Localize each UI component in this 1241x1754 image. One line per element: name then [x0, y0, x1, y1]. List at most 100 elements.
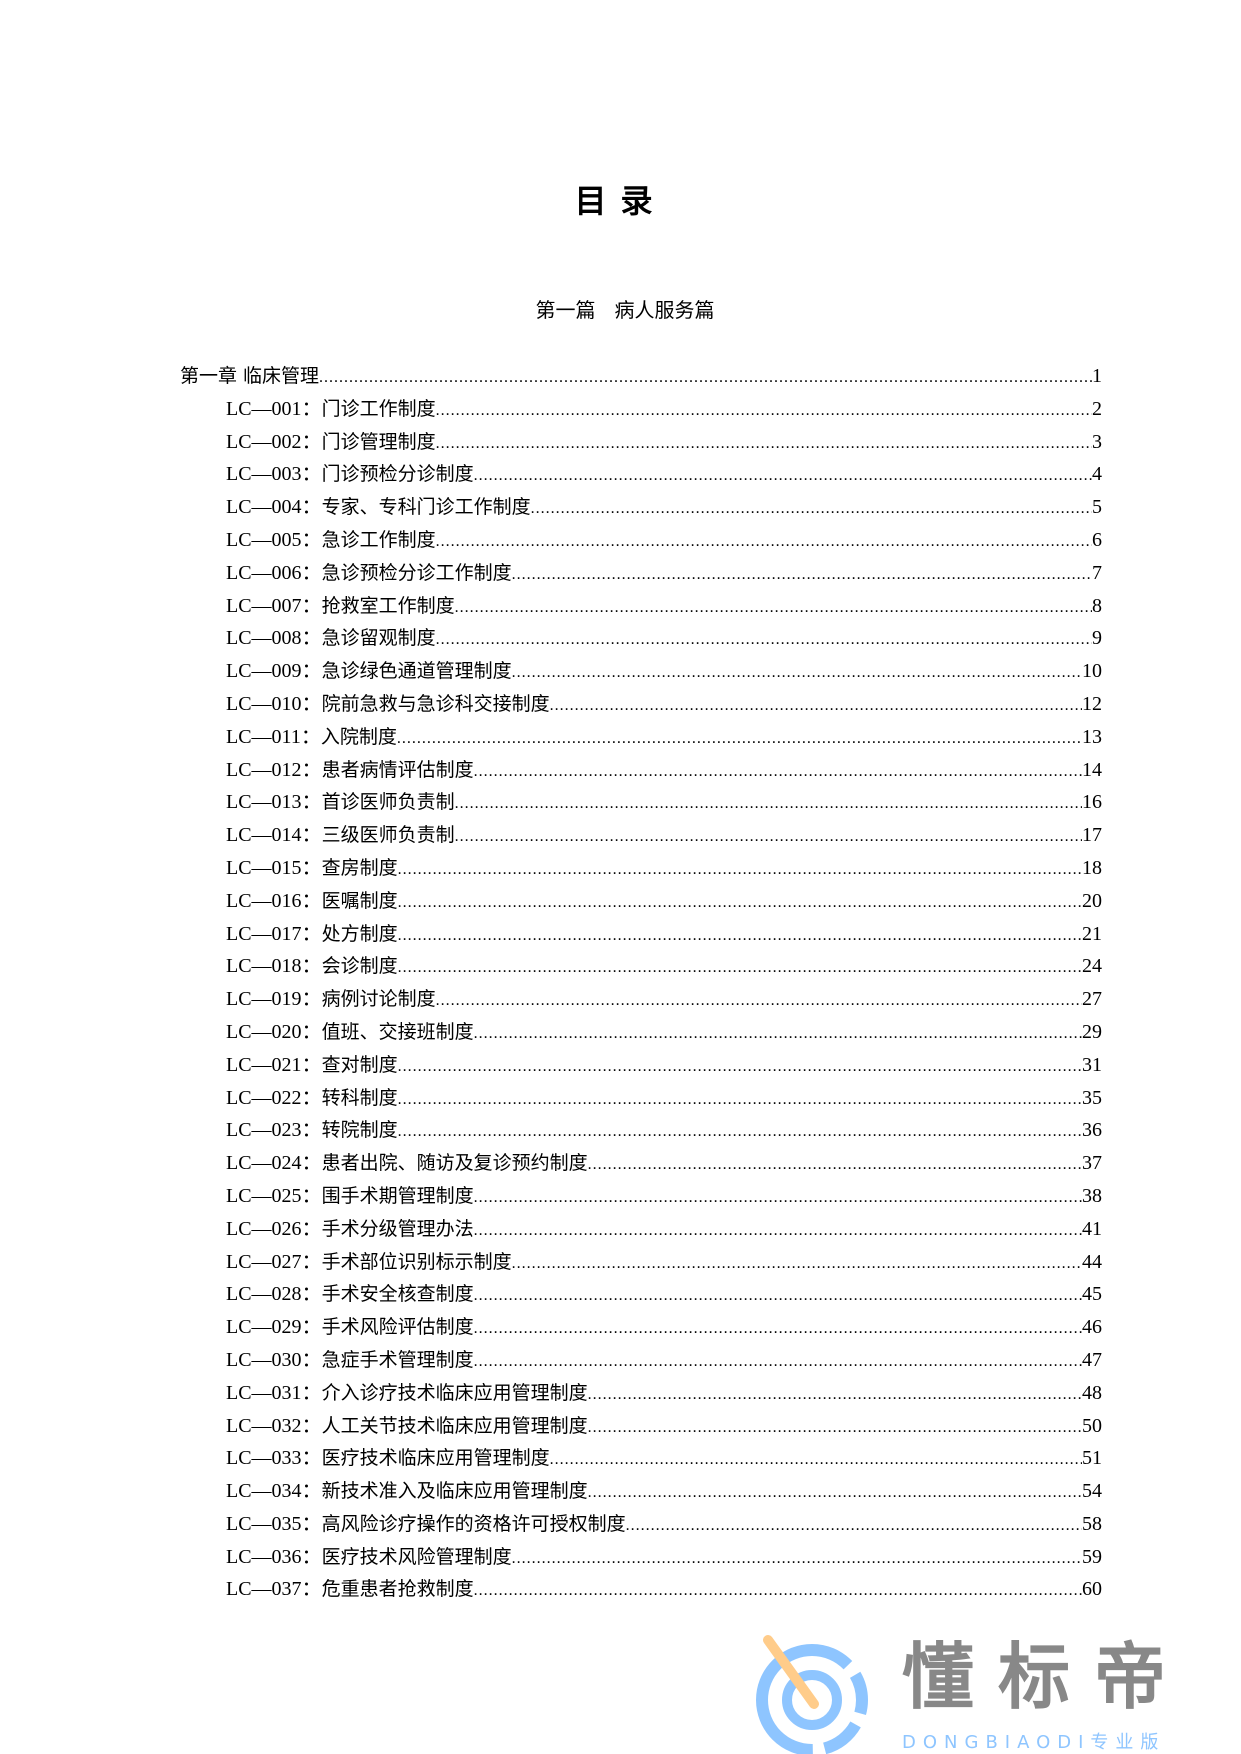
toc-entry[interactable]: LC—030：急症手术管理制度 47	[180, 1344, 1102, 1377]
page-number: 36	[1082, 1119, 1102, 1142]
toc-entry[interactable]: LC—016：医嘱制度 20	[180, 885, 1102, 918]
toc-entry[interactable]: LC—001：门诊工作制度 2	[180, 393, 1102, 426]
entry-title: 会诊制度	[321, 955, 398, 978]
entry-title: 人工关节技术临床应用管理制度	[321, 1414, 588, 1437]
dot-leader	[588, 1477, 1082, 1508]
dot-leader	[588, 1412, 1082, 1443]
dot-leader	[474, 1575, 1082, 1606]
page-number: 14	[1082, 758, 1102, 781]
dot-leader	[455, 788, 1082, 819]
entry-code: LC—003：	[226, 463, 322, 486]
entry-code: LC—026：	[226, 1217, 322, 1240]
toc-entry[interactable]: LC—026：手术分级管理办法 41	[180, 1213, 1102, 1246]
toc-entry[interactable]: LC—028：手术安全核查制度 45	[180, 1278, 1102, 1311]
page-number: 60	[1082, 1578, 1102, 1601]
chapter-label: 第一章 临床管理	[180, 365, 320, 387]
toc-entry[interactable]: LC—029：手术风险评估制度 46	[180, 1311, 1102, 1344]
toc-entry[interactable]: LC—007：抢救室工作制度 8	[180, 590, 1102, 623]
toc-entry[interactable]: LC—019：病例讨论制度 27	[180, 983, 1102, 1016]
entry-title: 急诊预检分诊工作制度	[321, 561, 512, 584]
dot-leader	[436, 395, 1092, 426]
entry-title: 专家、专科门诊工作制度	[321, 496, 531, 519]
toc-entry[interactable]: LC—033：医疗技术临床应用管理制度 51	[180, 1442, 1102, 1475]
page-number: 16	[1082, 791, 1102, 814]
toc-entry[interactable]: LC—024：患者出院、随访及复诊预约制度 37	[180, 1147, 1102, 1180]
page-number: 48	[1082, 1381, 1102, 1404]
toc-entry[interactable]: LC—023：转院制度 36	[180, 1114, 1102, 1147]
toc-entry[interactable]: LC—027：手术部位识别标示制度 44	[180, 1246, 1102, 1279]
toc-entry[interactable]: LC—022：转科制度 35	[180, 1082, 1102, 1115]
dot-leader	[550, 1444, 1082, 1475]
page-number: 2	[1092, 397, 1102, 420]
toc-chapter[interactable]: 第一章 临床管理 1	[180, 360, 1102, 393]
toc-entry[interactable]: LC—013：首诊医师负责制 16	[180, 786, 1102, 819]
entry-title: 危重患者抢救制度	[321, 1578, 474, 1601]
dot-leader	[436, 624, 1092, 655]
toc-entry[interactable]: LC—031：介入诊疗技术临床应用管理制度 48	[180, 1377, 1102, 1410]
entry-code: LC—020：	[226, 1020, 322, 1043]
toc-entry[interactable]: LC—036：医疗技术风险管理制度 59	[180, 1541, 1102, 1574]
entry-title: 门诊预检分诊制度	[321, 463, 474, 486]
page-number: 27	[1082, 988, 1102, 1011]
entry-code: LC—007：	[226, 594, 322, 617]
toc-entry[interactable]: LC—015：查房制度 18	[180, 852, 1102, 885]
page-number: 5	[1092, 496, 1102, 519]
entry-title: 患者出院、随访及复诊预约制度	[321, 1152, 588, 1175]
toc-entry[interactable]: LC—004：专家、专科门诊工作制度 5	[180, 491, 1102, 524]
entry-title: 高风险诊疗操作的资格许可授权制度	[321, 1512, 626, 1535]
toc-entry[interactable]: LC—002：门诊管理制度 3	[180, 426, 1102, 459]
toc-entry[interactable]: LC—011：入院制度 13	[180, 721, 1102, 754]
entry-title: 手术风险评估制度	[321, 1316, 474, 1339]
dot-leader	[626, 1510, 1082, 1541]
entry-title: 患者病情评估制度	[321, 758, 474, 781]
dot-leader	[455, 592, 1092, 623]
toc-entry[interactable]: LC—003：门诊预检分诊制度 4	[180, 458, 1102, 491]
entry-title: 查房制度	[321, 856, 398, 879]
entry-title: 院前急救与急诊科交接制度	[321, 692, 550, 715]
page-number: 47	[1082, 1348, 1102, 1371]
page-number: 7	[1092, 561, 1102, 584]
dot-leader	[398, 1051, 1082, 1082]
toc-entry[interactable]: LC—009：急诊绿色通道管理制度 10	[180, 655, 1102, 688]
entry-title: 转院制度	[321, 1119, 398, 1142]
entry-code: LC—018：	[226, 955, 322, 978]
toc-entry[interactable]: LC—008：急诊留观制度 9	[180, 622, 1102, 655]
entry-code: LC—002：	[226, 430, 322, 453]
toc-entry[interactable]: LC—010：院前急救与急诊科交接制度 12	[180, 688, 1102, 721]
dot-leader	[588, 1379, 1082, 1410]
watermark-sub: DONGBIAODI专业版	[902, 1732, 1165, 1753]
toc-entry[interactable]: LC—021：查对制度 31	[180, 1049, 1102, 1082]
toc-entry[interactable]: LC—035：高风险诊疗操作的资格许可授权制度 58	[180, 1508, 1102, 1541]
entry-code: LC—016：	[226, 889, 322, 912]
dot-leader	[319, 362, 1092, 393]
toc-entry[interactable]: LC—034：新技术准入及临床应用管理制度 54	[180, 1475, 1102, 1508]
toc-entry[interactable]: LC—012：患者病情评估制度 14	[180, 754, 1102, 787]
part-title: 第一篇 病人服务篇	[535, 298, 715, 322]
page-number: 46	[1082, 1316, 1102, 1339]
page-number: 12	[1082, 692, 1102, 715]
toc-entry[interactable]: LC—017：处方制度 21	[180, 918, 1102, 951]
entry-title: 医疗技术风险管理制度	[321, 1545, 512, 1568]
page-number: 58	[1082, 1512, 1102, 1535]
toc-entry[interactable]: LC—014：三级医师负责制 17	[180, 819, 1102, 852]
page-number: 1	[1092, 365, 1102, 387]
toc-entry[interactable]: LC—018：会诊制度 24	[180, 950, 1102, 983]
page-number: 10	[1082, 660, 1102, 683]
entry-title: 急诊绿色通道管理制度	[321, 660, 512, 683]
toc-entry[interactable]: LC—025：围手术期管理制度 38	[180, 1180, 1102, 1213]
entry-code: LC—019：	[226, 988, 322, 1011]
toc-entry[interactable]: LC—037：危重患者抢救制度 60	[180, 1573, 1102, 1606]
entry-code: LC—001：	[226, 397, 322, 420]
entry-title: 医疗技术临床应用管理制度	[321, 1447, 550, 1470]
entry-code: LC—031：	[226, 1381, 322, 1404]
toc-entry[interactable]: LC—005：急诊工作制度 6	[180, 524, 1102, 557]
entry-code: LC—024：	[226, 1152, 322, 1175]
page-number: 29	[1082, 1020, 1102, 1043]
toc-entry[interactable]: LC—020：值班、交接班制度 29	[180, 1016, 1102, 1049]
toc-entry[interactable]: LC—032：人工关节技术临床应用管理制度 50	[180, 1410, 1102, 1443]
dot-leader	[474, 756, 1082, 787]
entry-title: 病例讨论制度	[321, 988, 436, 1011]
entry-code: LC—035：	[226, 1512, 322, 1535]
toc-entry[interactable]: LC—006：急诊预检分诊工作制度 7	[180, 557, 1102, 590]
entry-title: 门诊工作制度	[321, 397, 436, 420]
